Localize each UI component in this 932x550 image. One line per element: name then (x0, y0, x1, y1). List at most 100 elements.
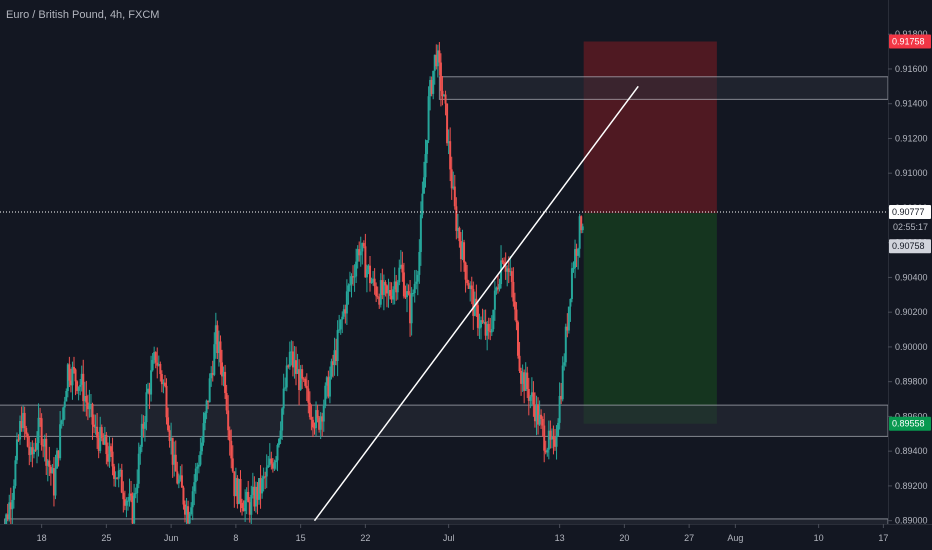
candle-body (486, 324, 489, 336)
candle-body (45, 438, 48, 466)
y-tick-label: 0.91600 (895, 64, 928, 74)
candle-body (123, 499, 126, 506)
stop-tag-label: 0.91758 (892, 37, 925, 47)
y-tick-label: 0.91000 (895, 168, 928, 178)
candle-body (279, 430, 282, 439)
candle-body (145, 392, 148, 423)
candle-body (419, 214, 422, 252)
x-tick-label: 13 (555, 533, 565, 543)
candle-body (456, 227, 459, 231)
x-tick-label: Aug (727, 533, 743, 543)
candle-body (342, 309, 345, 317)
y-tick-label: 0.89800 (895, 377, 928, 387)
candle-body (467, 283, 470, 289)
candle-body (510, 271, 513, 282)
candle-body (171, 437, 174, 465)
candle-body (316, 410, 319, 418)
candle-body (365, 269, 368, 278)
candle-body (560, 395, 563, 400)
candle-body (295, 360, 297, 374)
candle-body (37, 417, 40, 444)
candle-body (49, 466, 52, 474)
candle-body (167, 417, 170, 431)
candle-body (233, 471, 236, 497)
candle-body (216, 325, 219, 354)
candle-body (168, 430, 171, 441)
take-profit-box (583, 213, 717, 424)
candle-body (422, 177, 425, 194)
last-price-tag (889, 204, 931, 219)
candle-body (318, 417, 321, 430)
candle-body (25, 428, 28, 434)
candle-body (378, 296, 381, 305)
candle-body (142, 423, 145, 429)
candle-body (577, 248, 580, 256)
candle-body (427, 96, 430, 141)
candle-body (83, 395, 86, 402)
candle-body (271, 463, 274, 469)
x-tick-label: 15 (296, 533, 306, 543)
candle-body (370, 282, 373, 284)
candle-body (399, 264, 402, 268)
candle-body (153, 352, 156, 360)
candle-body (9, 502, 12, 510)
candle-body (466, 279, 469, 284)
candle-body (276, 444, 279, 461)
candle-body (325, 377, 328, 386)
candle-body (196, 466, 199, 469)
candle-body (501, 260, 504, 263)
candle-body (407, 291, 410, 295)
y-tick-label: 0.89600 (895, 411, 928, 421)
y-tick-label: 0.89400 (895, 446, 928, 456)
candle-body (69, 380, 72, 386)
candle-body (507, 268, 510, 273)
candle-body (483, 321, 486, 323)
candle-body (464, 262, 467, 280)
candle-body (250, 494, 253, 515)
candle-body (335, 350, 338, 361)
candle-body (463, 242, 466, 263)
candle-body (392, 289, 395, 300)
candle-body (51, 468, 54, 474)
candle-body (564, 326, 567, 363)
candle-body (358, 249, 361, 256)
candle-body (116, 477, 119, 479)
candle-body (237, 479, 240, 504)
candle-body (390, 295, 393, 300)
y-tick-label: 0.90200 (895, 307, 928, 317)
candle-body (529, 396, 532, 401)
candle-body (285, 365, 288, 388)
candle-body (165, 385, 168, 418)
candle-body (54, 468, 57, 496)
candle-body (489, 330, 492, 333)
candle-body (208, 378, 211, 403)
candle-body (281, 408, 284, 431)
candle-body (71, 366, 74, 386)
candle-body (22, 412, 25, 429)
candle-body (48, 460, 51, 467)
candle-body (59, 424, 62, 459)
candle-body (245, 491, 248, 501)
candle-body (225, 393, 228, 411)
candle-body (143, 422, 146, 429)
candle-body (521, 372, 524, 384)
x-tick-label: Jun (164, 533, 179, 543)
candle-body (379, 280, 382, 305)
candle-body (184, 504, 186, 515)
candle-body (517, 322, 519, 356)
candle-body (264, 476, 267, 478)
candle-body (56, 450, 59, 469)
candle-body (188, 514, 191, 524)
candle-body (452, 186, 455, 189)
candle-body (581, 226, 584, 231)
candle-body (119, 469, 122, 471)
candle-body (436, 50, 439, 67)
candle-body (193, 482, 196, 492)
position-tool (583, 41, 717, 424)
candle-body (73, 366, 75, 370)
candle-body (63, 401, 66, 408)
candle-body (288, 351, 291, 367)
candle-body (242, 508, 245, 512)
